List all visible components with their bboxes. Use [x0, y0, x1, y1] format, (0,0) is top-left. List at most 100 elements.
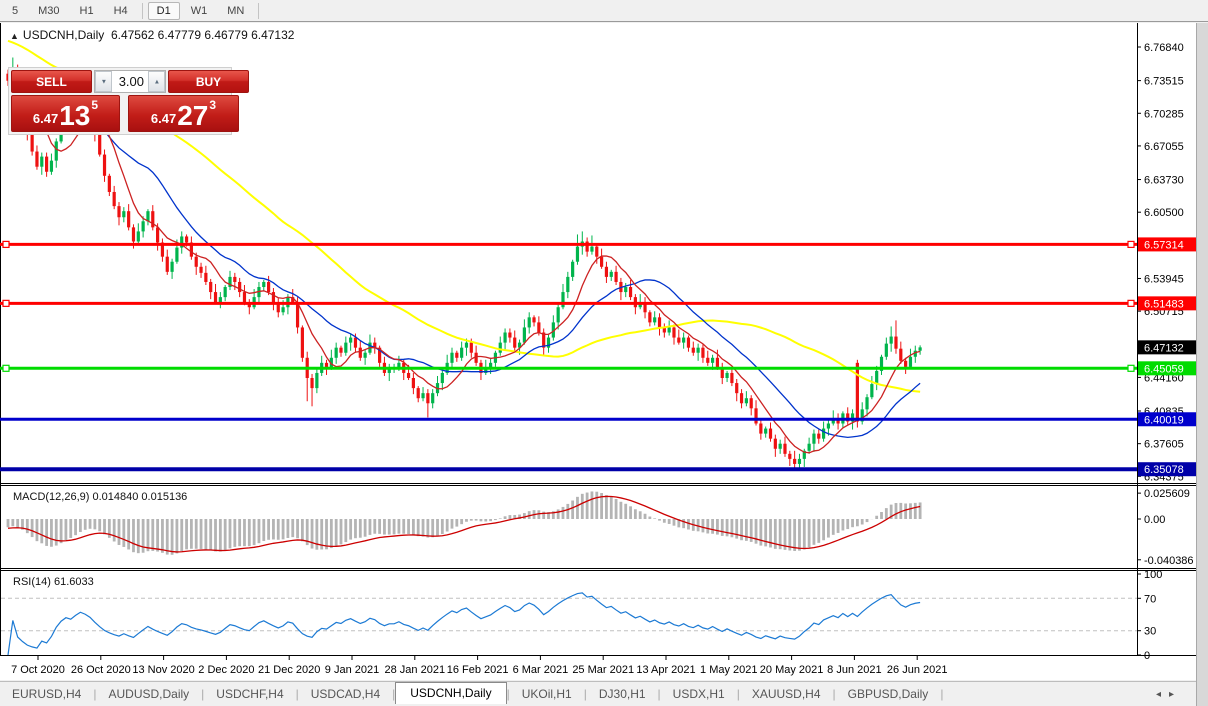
- buy-price-base: 6.47: [150, 111, 177, 126]
- chart-ohlc-values: 6.47562 6.47779 6.46779 6.47132: [110, 28, 295, 42]
- svg-text:1 May 2021: 1 May 2021: [700, 664, 757, 676]
- one-click-trading-panel: SELL ▼ ▲ BUY 6.47 13 5 6.47 27 3: [8, 67, 249, 135]
- svg-text:13 Apr 2021: 13 Apr 2021: [636, 664, 695, 676]
- svg-text:6.40019: 6.40019: [1144, 414, 1184, 426]
- tab-usdchf[interactable]: USDCHF,H4: [216, 687, 284, 701]
- svg-text:30: 30: [1144, 626, 1156, 638]
- collapse-arrow-icon[interactable]: ▲: [10, 31, 19, 41]
- tab-separator: |: [295, 687, 299, 701]
- buy-button[interactable]: BUY: [168, 70, 249, 93]
- svg-text:6.45059: 6.45059: [1144, 363, 1184, 375]
- macd-signal-line: [7, 495, 921, 553]
- svg-text:8 Jun 2021: 8 Jun 2021: [827, 664, 881, 676]
- svg-text:70: 70: [1144, 593, 1156, 605]
- svg-text:6.76840: 6.76840: [1144, 42, 1184, 54]
- tab-separator: |: [201, 687, 205, 701]
- price-tag-6.51483: 6.51483: [1138, 296, 1196, 311]
- tab-eurusd[interactable]: EURUSD,H4: [12, 687, 82, 701]
- volume-increase-button[interactable]: ▲: [148, 71, 165, 92]
- svg-text:6.60500: 6.60500: [1144, 207, 1184, 219]
- volume-input[interactable]: [112, 71, 148, 92]
- price-tag-6.47132: 6.47132: [1138, 340, 1196, 355]
- svg-text:6.35078: 6.35078: [1144, 464, 1184, 476]
- tab-usdcnh[interactable]: USDCNH,Daily: [395, 682, 507, 704]
- tab-audusd[interactable]: AUDUSD,Daily: [108, 687, 190, 701]
- svg-text:2 Dec 2020: 2 Dec 2020: [198, 664, 254, 676]
- tab-usdcad[interactable]: USDCAD,H4: [310, 687, 381, 701]
- rsi-line: [7, 592, 921, 656]
- chevron-up-icon: ▲: [153, 77, 160, 86]
- timeframe-button-h1[interactable]: H1: [79, 4, 94, 17]
- svg-text:6.73515: 6.73515: [1144, 76, 1184, 88]
- rsi-indicator-label: RSI(14) 61.6033: [13, 576, 94, 588]
- tab-ukoil[interactable]: UKOil,H1: [521, 687, 572, 701]
- chart-symbol-label: USDCNH,Daily: [22, 28, 105, 42]
- svg-text:9 Jan 2021: 9 Jan 2021: [325, 664, 379, 676]
- buy-price-box[interactable]: 6.47 27 3: [128, 95, 239, 132]
- tab-dj30[interactable]: DJ30,H1: [598, 687, 646, 701]
- tab-scroll-arrows[interactable]: ◂▸: [1155, 689, 1182, 700]
- svg-text:13 Nov 2020: 13 Nov 2020: [132, 664, 194, 676]
- svg-text:6.67055: 6.67055: [1144, 141, 1184, 153]
- sell-button[interactable]: SELL: [11, 70, 92, 93]
- buy-price-pip: 3: [209, 98, 217, 112]
- volume-decrease-button[interactable]: ▼: [95, 71, 112, 92]
- timeframe-button-mn[interactable]: MN: [227, 4, 245, 17]
- tab-separator: |: [832, 687, 836, 701]
- buy-price-big: 27: [177, 100, 209, 131]
- sell-price-big: 13: [59, 100, 91, 131]
- chart-area[interactable]: 6.76840 6.73515 6.70285 6.67055 6.63730 6.605…: [0, 23, 1196, 680]
- svg-text:26 Oct 2020: 26 Oct 2020: [71, 664, 131, 676]
- svg-text:6.70285: 6.70285: [1144, 108, 1184, 120]
- timeframe-button-d1[interactable]: D1: [147, 1, 180, 20]
- chevron-down-icon: ▼: [100, 77, 107, 86]
- svg-text:100: 100: [1144, 569, 1162, 581]
- sell-price-pip: 5: [91, 98, 99, 112]
- macd-indicator-label: MACD(12,26,9) 0.014840 0.015136: [13, 491, 188, 503]
- svg-text:7 Oct 2020: 7 Oct 2020: [11, 664, 65, 676]
- tab-separator: |: [93, 687, 97, 701]
- timeframe-button-5[interactable]: 5: [12, 4, 19, 17]
- svg-text:28 Jan 2021: 28 Jan 2021: [385, 664, 446, 676]
- svg-text:6.53945: 6.53945: [1144, 273, 1184, 285]
- tab-separator: |: [657, 687, 661, 701]
- svg-text:21 Dec 2020: 21 Dec 2020: [258, 664, 320, 676]
- macd-histogram: [6, 491, 922, 555]
- tab-separator: |: [736, 687, 740, 701]
- tab-separator: |: [506, 687, 510, 701]
- timeframe-button-m30[interactable]: M30: [38, 4, 60, 17]
- svg-text:25 Mar 2021: 25 Mar 2021: [572, 664, 634, 676]
- svg-text:0.00: 0.00: [1144, 514, 1165, 526]
- timeframe-button-h4[interactable]: H4: [113, 4, 128, 17]
- svg-text:16 Feb 2021: 16 Feb 2021: [447, 664, 509, 676]
- tab-separator: |: [940, 687, 944, 701]
- svg-text:-0.040386: -0.040386: [1144, 555, 1194, 567]
- window-right-border: [1196, 23, 1208, 706]
- sell-price-box[interactable]: 6.47 13 5: [11, 95, 120, 132]
- svg-text:6.44160: 6.44160: [1144, 372, 1184, 384]
- date-axis[interactable]: 7 Oct 2020 26 Oct 2020 13 Nov 2020 2 Dec 20…: [11, 656, 947, 676]
- chart-title: ▲ USDCNH,Daily 6.47562 6.47779 6.46779 6.…: [10, 28, 294, 42]
- tab-gbpusd[interactable]: GBPUSD,Daily: [847, 687, 929, 701]
- svg-text:6.47132: 6.47132: [1144, 342, 1184, 354]
- toolbar-separator: [258, 2, 260, 19]
- svg-text:0: 0: [1144, 650, 1150, 662]
- tab-usdx[interactable]: USDX,H1: [672, 687, 725, 701]
- chart-tab-bar: EURUSD,H4 | AUDUSD,Daily | USDCHF,H4 | USDCAD,…: [0, 681, 1196, 704]
- svg-text:26 Jun 2021: 26 Jun 2021: [887, 664, 948, 676]
- timeframe-button-w1[interactable]: W1: [190, 4, 208, 17]
- tab-xauusd[interactable]: XAUUSD,H4: [751, 687, 821, 701]
- timeframe-toolbar: 5 M30 H1 H4 D1 W1 MN: [0, 0, 1208, 22]
- volume-stepper: ▼ ▲: [94, 70, 166, 93]
- svg-text:6.63730: 6.63730: [1144, 175, 1184, 187]
- price-tag-6.40019: 6.40019: [1138, 412, 1196, 427]
- svg-text:0.025609: 0.025609: [1144, 488, 1190, 500]
- svg-text:6.51483: 6.51483: [1144, 298, 1184, 310]
- price-tag-6.57314: 6.57314: [1138, 237, 1196, 252]
- svg-text:20 May 2021: 20 May 2021: [760, 664, 824, 676]
- tab-separator: |: [583, 687, 587, 701]
- svg-text:6.37605: 6.37605: [1144, 439, 1184, 451]
- toolbar-separator: [141, 2, 143, 19]
- price-tag-6.45059: 6.45059: [1138, 361, 1196, 376]
